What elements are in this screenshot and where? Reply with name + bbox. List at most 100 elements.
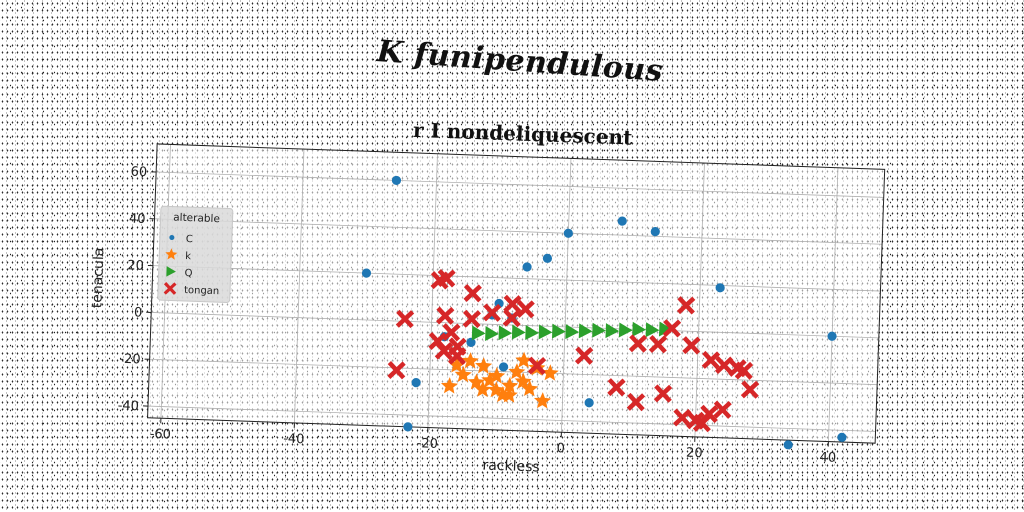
- x-grid-line: [427, 153, 438, 428]
- chart-title: r I nondeliquescent: [413, 118, 634, 150]
- data-point-k: [454, 365, 472, 383]
- data-point-c: [827, 331, 837, 341]
- data-point-c: [563, 228, 573, 238]
- data-point-c: [466, 337, 476, 347]
- x-axis-label: rackless: [482, 457, 540, 475]
- plot-background: [147, 143, 885, 444]
- data-point-q: [525, 325, 539, 341]
- legend-box: [157, 205, 234, 303]
- data-points: [361, 175, 847, 450]
- data-point-k: [481, 371, 499, 388]
- data-point-c: [650, 227, 660, 237]
- x-tick-label: -20: [416, 436, 438, 452]
- data-point-k: [521, 379, 539, 397]
- data-point-q: [538, 324, 553, 340]
- legend-label: k: [185, 251, 191, 262]
- data-point-k: [515, 351, 533, 369]
- data-point-q: [485, 325, 499, 341]
- data-point-k: [533, 392, 552, 409]
- data-point-c: [542, 253, 553, 263]
- data-point-c: [522, 262, 532, 272]
- legend-label: Q: [184, 268, 192, 279]
- x-tick-label: 20: [686, 446, 703, 462]
- data-point-k: [501, 376, 519, 394]
- y-tick-label: -40: [117, 399, 139, 415]
- data-point-tongan: [699, 404, 719, 424]
- data-point-c: [391, 175, 402, 186]
- data-point-k: [500, 386, 518, 403]
- x-tick-label: -40: [283, 432, 305, 448]
- grid-lines: [147, 143, 885, 444]
- data-point-k: [488, 367, 506, 384]
- data-point-k: [514, 372, 532, 390]
- data-point-tongan: [682, 336, 701, 355]
- data-point-tongan: [676, 296, 696, 315]
- y-tick-label: 20: [127, 258, 144, 274]
- data-point-q: [592, 322, 606, 338]
- data-point-k: [475, 357, 493, 374]
- data-point-q: [471, 325, 486, 341]
- y-tick-label: 60: [130, 165, 147, 181]
- data-point-c: [361, 268, 372, 278]
- data-point-q: [618, 322, 633, 338]
- x-tick-label: 0: [556, 441, 565, 456]
- x-grid-line: [561, 158, 572, 433]
- y-grid-line: [152, 265, 881, 292]
- y-tick-label: 0: [134, 305, 143, 320]
- data-point-tongan: [648, 335, 668, 354]
- legend-marker-k: [165, 248, 178, 260]
- data-point-k: [508, 363, 526, 380]
- data-point-tongan: [607, 378, 626, 397]
- data-point-tongan: [734, 361, 754, 380]
- data-point-tongan: [434, 341, 454, 360]
- y-grid-line: [154, 218, 883, 245]
- data-point-q: [605, 323, 620, 339]
- data-point-q: [565, 324, 580, 340]
- y-grid-line: [156, 171, 884, 198]
- axes: -60 -40 -20 0 20 40 -40 -20 0 20 40 60: [117, 143, 886, 466]
- data-point-q: [645, 322, 660, 338]
- data-point-tongan: [626, 392, 646, 412]
- data-point-q: [498, 325, 513, 341]
- scatter-chart: r I nondeliquescent -60 -40 -20 0 20 40 -40 -20…: [89, 118, 886, 475]
- data-point-q: [578, 323, 593, 339]
- x-grid-line: [694, 163, 705, 437]
- data-point-tongan: [482, 303, 502, 322]
- data-point-q: [551, 323, 566, 339]
- data-point-tongan: [714, 356, 734, 375]
- data-point-tongan: [462, 309, 482, 329]
- data-point-c: [584, 398, 594, 408]
- data-point-c: [498, 362, 509, 372]
- data-point-tongan: [740, 380, 760, 399]
- data-point-tongan: [463, 284, 482, 303]
- data-point-k: [474, 380, 492, 398]
- data-point-q: [658, 321, 673, 337]
- legend-marker-c: [169, 234, 175, 241]
- data-point-tongan: [516, 299, 535, 319]
- data-point-c: [411, 378, 421, 388]
- x-tick-label: 40: [819, 450, 836, 466]
- x-grid-line: [294, 149, 305, 423]
- data-point-c: [617, 216, 627, 226]
- data-point-k: [448, 356, 466, 373]
- legend-marker-tongan: [163, 282, 177, 295]
- data-point-tongan: [387, 361, 406, 380]
- data-point-q: [511, 324, 526, 340]
- y-tick-label: 40: [129, 211, 146, 227]
- plot-frame: [147, 143, 886, 444]
- data-point-tongan: [503, 294, 522, 314]
- data-point-tongan: [628, 334, 648, 353]
- x-tick-label: -60: [149, 427, 171, 443]
- data-point-tongan: [435, 306, 455, 325]
- legend-label: tongan: [184, 285, 220, 297]
- data-point-tongan: [527, 356, 547, 375]
- y-axis-label: tenacula: [89, 247, 107, 308]
- data-point-k: [541, 364, 559, 381]
- x-grid-line: [828, 167, 839, 442]
- data-point-tongan: [673, 408, 692, 427]
- data-point-c: [715, 283, 725, 293]
- data-point-c: [783, 440, 793, 450]
- chart-container: r I nondeliquescent -60 -40 -20 0 20 40 -40 -20…: [74, 97, 926, 496]
- data-point-c: [837, 432, 847, 442]
